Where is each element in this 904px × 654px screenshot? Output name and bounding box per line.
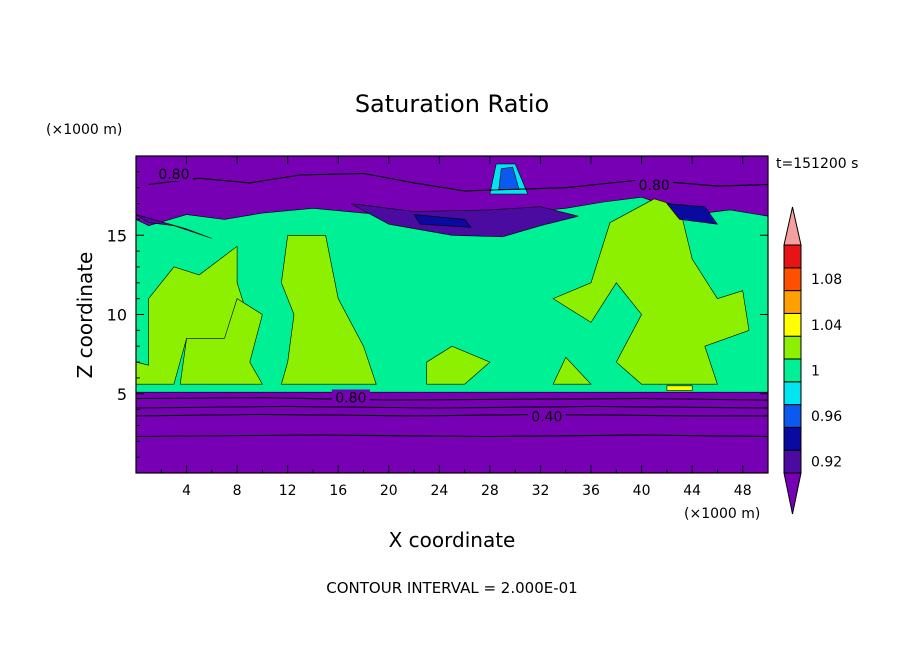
contour-label-bg <box>154 166 193 182</box>
time-label: t=151200 s <box>776 156 858 172</box>
x-tick-label: 4 <box>182 483 191 499</box>
x-tick-label: 8 <box>233 483 242 499</box>
contour-label: 0.80 <box>335 391 366 407</box>
x-tick-label: 28 <box>481 483 499 499</box>
contour-field <box>136 156 768 473</box>
colorbar-box <box>783 312 802 337</box>
lime-region <box>179 298 263 385</box>
colorbar-box <box>783 449 802 474</box>
contour-label-bg <box>331 389 370 405</box>
contour-line <box>136 434 768 438</box>
contour-label-bg <box>527 408 566 424</box>
colorbar-box <box>783 358 802 383</box>
lime-region <box>426 345 491 385</box>
colorbar-label: 1 <box>811 363 820 379</box>
colorbar-box <box>783 426 802 451</box>
subsaturated-pocket <box>136 214 212 239</box>
x-tick-label: 24 <box>430 483 448 499</box>
x-units-label: (×1000 m) <box>684 506 760 522</box>
y-axis-ticks: 5 10 15 <box>107 171 768 458</box>
chart-title: Saturation Ratio <box>355 90 549 118</box>
colorbar-over-arrow <box>783 206 802 246</box>
navy-pocket <box>413 214 472 228</box>
colorbar-under-arrow <box>783 472 802 515</box>
colorbar-label: 0.92 <box>811 455 842 471</box>
yellow-patch <box>666 385 693 391</box>
x-tick-label: 36 <box>582 483 600 499</box>
x-tick-label: 20 <box>380 483 398 499</box>
lime-region <box>281 235 377 385</box>
colorbar-label: 1.04 <box>811 318 842 334</box>
contour-line <box>136 405 768 409</box>
y-units-label: (×1000 m) <box>46 122 122 138</box>
lime-region <box>552 198 750 385</box>
colorbar-box <box>783 244 802 269</box>
contour-labels: 0.80 0.80 0.80 0.40 <box>154 166 674 426</box>
colorbar-box <box>783 290 802 314</box>
lime-region <box>552 356 592 385</box>
x-tick-label: 44 <box>683 483 701 499</box>
x-tick-label: 32 <box>532 483 550 499</box>
x-tick-label: 16 <box>329 483 347 499</box>
x-axis-ticks: 4 8 12 16 20 24 28 32 36 40 44 48 <box>160 156 752 499</box>
y-tick-label: 10 <box>107 306 127 325</box>
x-tick-label: 40 <box>633 483 651 499</box>
colorbar-label: 0.96 <box>811 409 842 425</box>
navy-pocket <box>666 203 719 225</box>
colorbar: 0.92 0.96 1 1.04 1.08 <box>783 206 842 515</box>
contour-line <box>136 413 768 417</box>
colorbar-box <box>783 404 802 428</box>
colorbar-box <box>783 381 802 406</box>
contour-line <box>136 397 768 401</box>
colorbar-box <box>783 335 802 360</box>
lime-region <box>136 245 251 385</box>
x-tick-label: 12 <box>279 483 297 499</box>
contour-label: 0.40 <box>531 410 562 426</box>
contour-interval-note: CONTOUR INTERVAL = 2.000E-01 <box>326 579 577 597</box>
colorbar-box <box>783 267 802 292</box>
contour-label: 0.80 <box>158 167 189 183</box>
y-tick-label: 5 <box>117 385 127 404</box>
x-tick-label: 48 <box>734 483 752 499</box>
x-axis-label: X coordinate <box>389 528 516 552</box>
contour-label-bg <box>635 177 674 193</box>
y-tick-label: 15 <box>107 226 127 245</box>
colorbar-label: 1.08 <box>811 272 842 288</box>
contour-label: 0.80 <box>639 178 670 194</box>
y-axis-label: Z coordinate <box>73 252 97 379</box>
